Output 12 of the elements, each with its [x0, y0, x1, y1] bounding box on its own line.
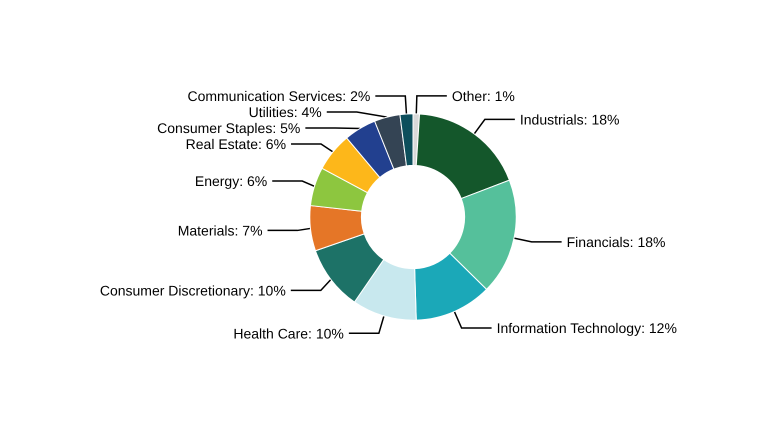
slice-label: Consumer Staples: 5% — [157, 120, 300, 136]
slice-label: Utilities: 4% — [248, 104, 322, 120]
slice-label: Communication Services: 2% — [187, 88, 370, 104]
slice-label: Energy: 6% — [194, 173, 268, 190]
slice-label: Consumer Discretionary: 10% — [100, 282, 286, 298]
slice-label: Real Estate: 6% — [186, 136, 286, 152]
slice-label: Materials: 7% — [178, 222, 263, 238]
slice-label: Other: 1% — [452, 88, 515, 104]
slice-label: Information Technology: 12% — [496, 320, 677, 336]
slice-label: Industrials: 18% — [520, 111, 620, 128]
slice-label: Health Care: 10% — [233, 325, 344, 342]
slice-label: Financials: 18% — [566, 234, 666, 250]
